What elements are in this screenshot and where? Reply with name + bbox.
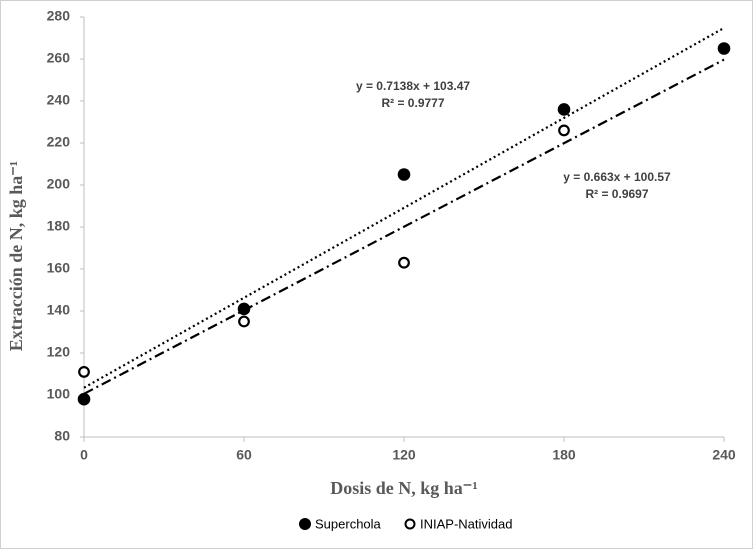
- y-tick-label: 140: [47, 302, 71, 318]
- y-tick-label: 220: [47, 134, 71, 150]
- legend-marker: [404, 518, 416, 530]
- trendline-equation: y = 0.7138x + 103.47: [356, 79, 470, 93]
- y-tick-label: 200: [47, 176, 71, 192]
- y-tick-label: 180: [47, 218, 71, 234]
- data-point: [397, 168, 411, 181]
- y-tick-label: 260: [47, 50, 71, 66]
- trendline: [83, 58, 725, 395]
- data-point: [77, 392, 91, 406]
- legend-label: Superchola: [315, 516, 382, 531]
- y-tick-label: 280: [47, 8, 71, 24]
- y-tick-label: 240: [47, 92, 71, 108]
- data-point: [558, 124, 570, 137]
- data-point: [717, 42, 731, 55]
- y-tick-label: 100: [47, 386, 71, 402]
- data-point: [238, 315, 250, 328]
- trendline-equation: y = 0.663x + 100.57: [563, 170, 671, 184]
- y-tick-label: 160: [47, 260, 71, 276]
- data-point: [237, 302, 251, 316]
- data-point: [78, 366, 90, 378]
- data-point: [557, 103, 571, 116]
- trendline-r2: R² = 0.9697: [585, 187, 648, 201]
- trendline: [83, 26, 725, 389]
- x-axis-title: Dosis de N, kg ha⁻¹: [330, 478, 477, 498]
- legend-marker: [299, 518, 311, 530]
- y-tick-label: 120: [47, 344, 71, 360]
- x-tick-label: 180: [552, 447, 576, 463]
- trendline-r2: R² = 0.9777: [381, 96, 444, 110]
- y-axis-title: Extracción de N, kg ha⁻¹: [6, 161, 26, 351]
- x-tick-label: 120: [392, 447, 416, 463]
- legend-label: INIAP-Natividad: [420, 516, 512, 531]
- x-tick-label: 60: [236, 447, 252, 463]
- x-tick-label: 240: [712, 447, 736, 463]
- data-point: [398, 256, 410, 269]
- y-tick-label: 80: [54, 428, 70, 444]
- x-tick-label: 0: [80, 447, 88, 463]
